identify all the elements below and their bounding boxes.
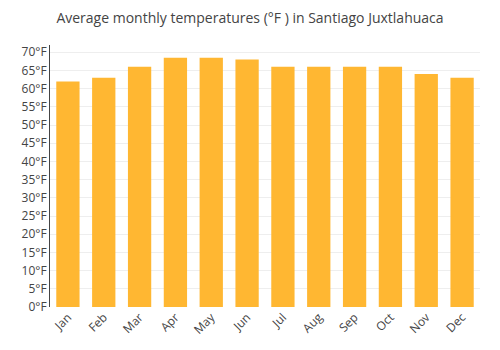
svg-text:35°F: 35°F <box>22 171 47 188</box>
svg-text:Apr: Apr <box>156 309 182 335</box>
svg-text:20°F: 20°F <box>22 225 47 242</box>
svg-text:10°F: 10°F <box>22 262 47 279</box>
svg-text:May: May <box>190 308 219 337</box>
svg-text:30°F: 30°F <box>22 189 47 206</box>
svg-text:Jul: Jul <box>268 309 290 331</box>
svg-text:40°F: 40°F <box>22 153 47 170</box>
svg-text:Sep: Sep <box>335 309 362 336</box>
svg-text:65°F: 65°F <box>22 62 47 79</box>
svg-text:Jun: Jun <box>229 309 254 334</box>
svg-text:70°F: 70°F <box>22 43 47 60</box>
svg-text:25°F: 25°F <box>22 207 47 224</box>
svg-text:60°F: 60°F <box>22 80 47 97</box>
svg-text:45°F: 45°F <box>22 134 47 151</box>
svg-text:Jan: Jan <box>50 309 75 334</box>
svg-text:Average monthly temperatures (: Average monthly temperatures (°F ) in Sa… <box>56 8 443 27</box>
svg-text:0°F: 0°F <box>28 298 46 315</box>
svg-text:Mar: Mar <box>119 309 147 337</box>
svg-text:5°F: 5°F <box>28 280 46 297</box>
svg-text:Dec: Dec <box>442 309 469 336</box>
svg-text:50°F: 50°F <box>22 116 47 133</box>
svg-text:15°F: 15°F <box>22 244 47 261</box>
svg-text:Oct: Oct <box>372 309 398 335</box>
svg-text:Nov: Nov <box>406 309 434 337</box>
svg-text:Feb: Feb <box>84 309 110 335</box>
svg-text:Aug: Aug <box>299 309 327 337</box>
svg-text:55°F: 55°F <box>22 98 47 115</box>
